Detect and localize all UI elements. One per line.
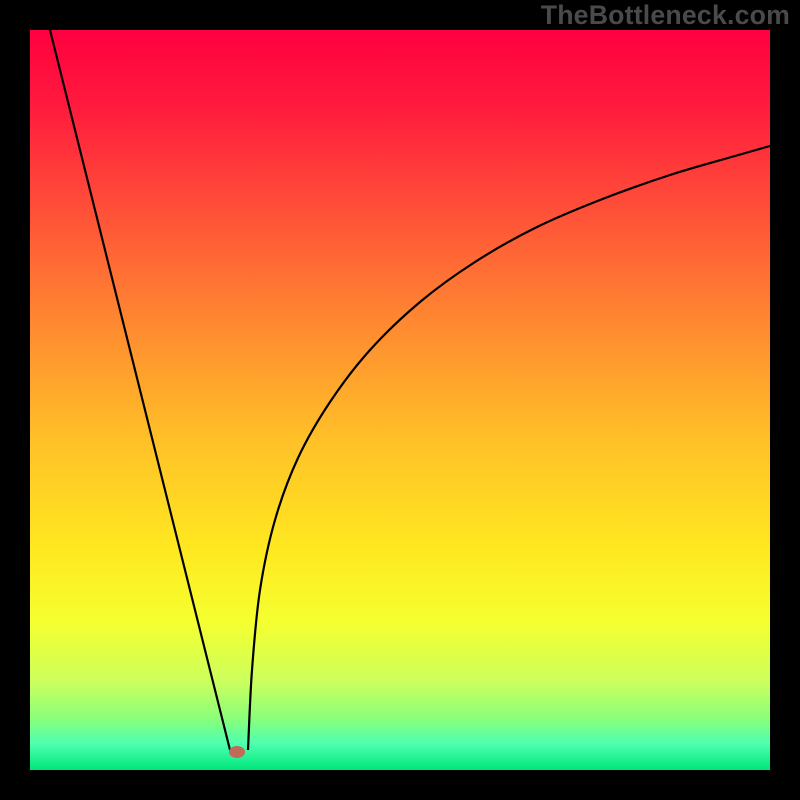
chart-svg [0, 0, 800, 800]
minimum-marker [229, 746, 245, 758]
watermark-label: TheBottleneck.com [541, 0, 790, 31]
chart-frame: TheBottleneck.com [0, 0, 800, 800]
plot-background-gradient [30, 30, 770, 770]
